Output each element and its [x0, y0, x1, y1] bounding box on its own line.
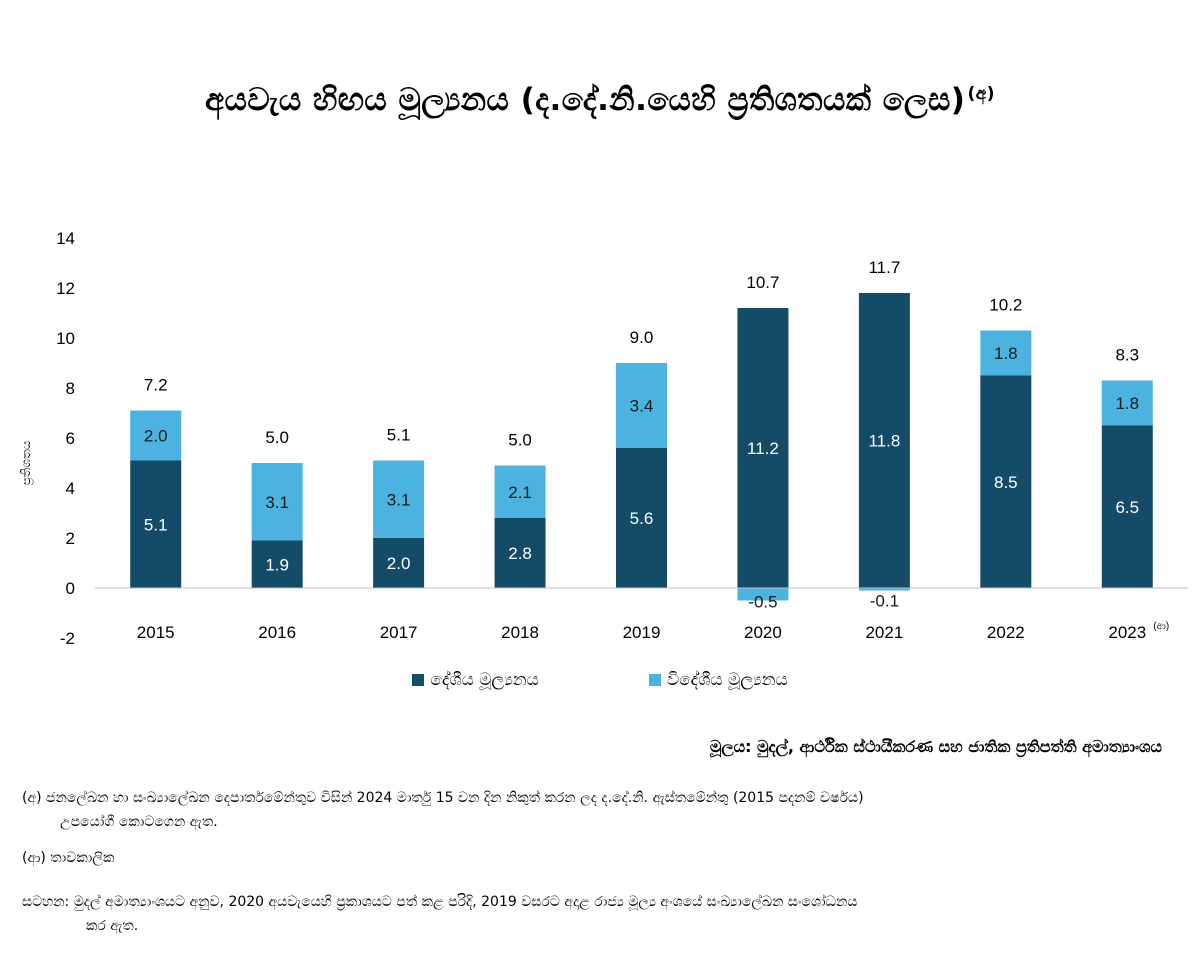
data-label-total: 5.1	[387, 426, 411, 445]
data-label-total: 5.0	[265, 428, 289, 447]
bar-foreign	[737, 588, 789, 601]
y-axis-ticks: -2 0 2 4 6 8 10 12 14	[56, 229, 75, 648]
data-label-total: 11.7	[868, 258, 900, 277]
data-label-total: 8.3	[1115, 346, 1139, 365]
footnote-b-text: තාවකාලික	[50, 850, 115, 866]
data-label-total: 5.0	[508, 431, 532, 450]
y-tick-label: 14	[56, 229, 75, 248]
bar-domestic	[616, 448, 667, 588]
data-label-domestic: 5.1	[144, 515, 168, 534]
chart-title: අයවැය හිඟය මූල්‍යනය (ද.දේ.නි.යෙහි ප්‍රති…	[0, 82, 1200, 119]
bar-domestic	[494, 518, 546, 588]
y-tick-label: 12	[56, 279, 75, 298]
data-label-foreign: 1.8	[994, 344, 1018, 363]
legend-label-foreign: විදේශීය මූල්‍යනය	[666, 670, 788, 690]
bar-domestic	[980, 375, 1032, 588]
chart-title-text: අයවැය හිඟය මූල්‍යනය (ද.දේ.නි.යෙහි ප්‍රති…	[205, 82, 966, 118]
bar-domestic	[737, 308, 789, 588]
legend-item-domestic: දේශීය මූල්‍යනය	[412, 670, 539, 690]
footnote-a-line2: උපයෝගී කොටගෙන ඇත.	[60, 814, 218, 830]
footnote-b: (ආ) තාවකාලික	[22, 846, 114, 870]
bar-domestic	[858, 293, 910, 588]
bar-domestic	[130, 460, 182, 588]
footnote-b-marker: (ආ)	[22, 850, 46, 866]
bar-domestic	[251, 540, 303, 588]
data-label-total: 10.7	[746, 273, 779, 292]
legend-swatch-foreign	[648, 674, 661, 686]
data-label-domestic: 8.5	[994, 473, 1018, 492]
footnote-a: (අ) ජනලේඛන හා සංඛ්‍යාලේඛන දෙපාර්තමේන්තුව…	[22, 786, 1162, 834]
y-tick-label: 10	[56, 329, 75, 348]
y-tick-label: 0	[66, 579, 75, 598]
x-tick-label: 2019	[623, 623, 661, 642]
bar-foreign	[1101, 380, 1153, 426]
y-tick-label: 2	[66, 529, 75, 548]
chart-title-marker: (අ)	[967, 83, 995, 104]
footnote-note-line1: මුදල් අමාත්‍යාංශයට අනුව, 2020 අයවැයෙහි ප…	[73, 894, 858, 910]
data-label-foreign: 3.1	[265, 493, 289, 512]
data-label-total: 10.2	[989, 296, 1022, 315]
footnote-a-marker: (අ)	[22, 790, 42, 806]
data-label-foreign: -0.1	[870, 592, 899, 611]
x-tick-label: 2023	[1108, 623, 1146, 642]
legend-label-domestic: දේශීය මූල්‍යනය	[430, 670, 539, 690]
legend-item-foreign: විදේශීය මූල්‍යනය	[648, 670, 788, 690]
y-tick-label: 8	[66, 379, 75, 398]
x-tick-marker: (ආ)	[1153, 621, 1169, 632]
data-label-foreign: 2.1	[508, 483, 532, 502]
data-label-domestic: 2.8	[508, 544, 532, 563]
footnote-note-marker: සටහන:	[22, 894, 70, 910]
data-label-domestic: 11.2	[747, 439, 779, 458]
legend-swatch-domestic	[412, 674, 425, 686]
bar-foreign	[130, 410, 182, 461]
data-label-total: 9.0	[630, 328, 654, 347]
data-label-foreign: -0.5	[748, 593, 777, 612]
bar-domestic	[373, 538, 425, 588]
data-label-foreign: 1.8	[1115, 394, 1139, 413]
x-tick-label: 2017	[380, 623, 418, 642]
y-axis-label: ප්‍රතිශතය	[19, 440, 34, 485]
x-tick-label: 2021	[865, 623, 903, 642]
footnote-note: සටහන: මුදල් අමාත්‍යාංශයට අනුව, 2020 අයවැ…	[22, 890, 1162, 938]
y-tick-label: 4	[66, 479, 75, 498]
footnote-a-line1: ජනලේඛන හා සංඛ්‍යාලේඛන දෙපාර්තමේන්තුව විස…	[46, 790, 864, 806]
x-tick-label: 2016	[258, 623, 296, 642]
x-tick-label: 2018	[501, 623, 539, 642]
data-label-foreign: 2.0	[144, 427, 168, 446]
data-label-domestic: 1.9	[265, 555, 289, 574]
y-tick-label: 6	[66, 429, 75, 448]
bar-foreign	[858, 588, 910, 591]
source-note: මූලය: මුදල්, ආර්ථික ස්ථායීකරණ සහ ජාතික ප…	[709, 737, 1162, 756]
data-labels: 5.1 2.0 7.2 1.9 3.1 5.0 2.0 3.1 5.1 2.8 2.1 5.0 5.6 3…	[144, 258, 1139, 612]
x-tick-label: 2015	[137, 623, 175, 642]
x-tick-label: 2020	[744, 623, 782, 642]
data-label-domestic: 5.6	[630, 509, 654, 528]
bars	[130, 293, 1153, 601]
bar-foreign	[616, 363, 667, 448]
data-label-domestic: 11.8	[868, 432, 900, 451]
data-label-domestic: 6.5	[1115, 498, 1139, 517]
footnote-note-line2: කර ඇත.	[86, 918, 139, 934]
data-label-total: 7.2	[144, 376, 168, 395]
data-label-foreign: 3.4	[630, 397, 654, 416]
bar-foreign	[980, 330, 1032, 376]
x-tick-label: 2022	[987, 623, 1025, 642]
data-label-foreign: 3.1	[387, 490, 411, 509]
y-tick-label: -2	[60, 629, 75, 648]
data-label-domestic: 2.0	[387, 554, 411, 573]
x-axis-ticks: 2015 2016 2017 2018 2019 2020 2021 2022 2023 (ආ)	[137, 621, 1169, 642]
bar-domestic	[1101, 425, 1153, 588]
bar-foreign	[373, 460, 425, 538]
bar-foreign	[494, 465, 546, 518]
bar-foreign	[251, 463, 303, 541]
legend: දේශීය මූල්‍යනය විදේශීය මූල්‍යනය	[0, 670, 1200, 690]
